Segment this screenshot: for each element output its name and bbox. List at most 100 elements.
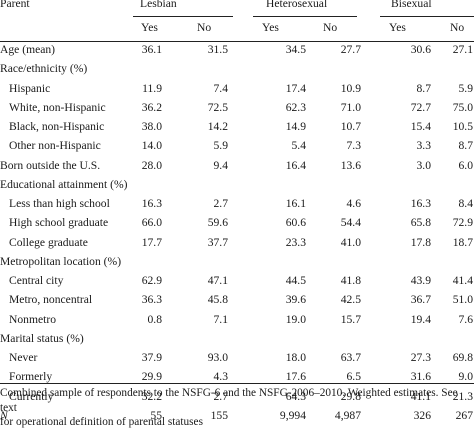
table-row: N 55 155 9,994 4,987 326 267 <box>0 409 474 428</box>
cell-bisexual-no: 27.1 <box>452 43 473 56</box>
cell-lesbian-yes: 32.2 <box>141 389 162 403</box>
table-row: Less than high school 16.3 2.7 16.1 4.6 16.3 8… <box>0 197 474 216</box>
table-row: Other non-Hispanic 14.0 5.9 5.4 7.3 3.3 8.7 <box>0 139 474 158</box>
cell-lesbian-yes: 14.0 <box>141 139 162 153</box>
header-rule <box>0 41 474 42</box>
table-row: Formerly 29.9 4.3 17.6 6.5 31.6 9.0 <box>0 370 474 389</box>
cell-heterosexual-yes: 44.5 <box>285 274 306 287</box>
cell-lesbian-yes: 37.9 <box>141 351 162 364</box>
cell-lesbian-yes: 0.8 <box>147 312 163 326</box>
cell-bisexual-no: 10.5 <box>452 120 473 133</box>
table-row: Nonmetro 0.8 7.1 19.0 15.7 19.4 7.6 <box>0 313 474 332</box>
cell-lesbian-no: 14.2 <box>207 120 228 133</box>
row-label: Less than high school <box>9 197 110 210</box>
cell-heterosexual-no: 10.9 <box>340 81 361 95</box>
cell-heterosexual-no: 63.7 <box>340 351 361 364</box>
group-header-heterosexual: Heterosexual <box>266 0 328 10</box>
cell-bisexual-yes: 27.3 <box>410 351 431 364</box>
cell-bisexual-yes: 19.4 <box>410 312 431 326</box>
row-label: College graduate <box>9 235 88 249</box>
cell-heterosexual-yes: 17.4 <box>285 81 306 95</box>
cell-lesbian-no: 31.5 <box>207 43 228 56</box>
cell-heterosexual-yes: 60.6 <box>285 216 306 230</box>
row-label: High school graduate <box>9 216 109 230</box>
cell-lesbian-yes: 36.3 <box>141 293 162 307</box>
table-row: Currently 32.2 2.7 64.3 29.8 41.1 21.3 <box>0 390 474 409</box>
table-row: Metro, noncentral 36.3 45.8 39.6 42.5 36.7 51.… <box>0 293 474 312</box>
cell-heterosexual-yes: 9,994 <box>279 408 306 422</box>
row-label: Metro, noncentral <box>9 293 93 307</box>
cell-bisexual-yes: 17.8 <box>410 235 431 249</box>
cell-heterosexual-no: 27.7 <box>340 43 361 56</box>
cell-heterosexual-no: 10.7 <box>340 120 361 133</box>
cell-lesbian-no: 2.7 <box>213 389 229 403</box>
cell-lesbian-yes: 66.0 <box>141 216 162 230</box>
cell-bisexual-no: 9.0 <box>458 370 474 384</box>
cell-heterosexual-yes: 16.1 <box>285 197 306 210</box>
cell-heterosexual-no: 41.0 <box>340 235 361 249</box>
subheader-bisexual-yes: Yes <box>389 21 406 34</box>
row-label: Race/ethnicity (%) <box>0 62 88 76</box>
cell-heterosexual-no: 4.6 <box>346 197 362 210</box>
cell-bisexual-yes: 3.0 <box>416 158 432 172</box>
cell-lesbian-yes: 36.2 <box>141 100 162 114</box>
cell-lesbian-no: 45.8 <box>207 293 228 307</box>
cell-bisexual-no: 69.8 <box>452 351 473 364</box>
row-label: White, non-Hispanic <box>9 100 106 114</box>
cell-heterosexual-yes: 34.5 <box>285 43 306 56</box>
cell-lesbian-no: 7.4 <box>213 81 229 95</box>
cell-bisexual-no: 8.4 <box>458 197 474 210</box>
cell-lesbian-yes: 62.9 <box>141 274 162 287</box>
row-label: Currently <box>9 389 54 403</box>
cell-bisexual-yes: 31.6 <box>410 370 431 384</box>
group-header-label: Parent <box>0 0 30 10</box>
cell-lesbian-yes: 16.3 <box>141 197 162 210</box>
cell-lesbian-yes: 38.0 <box>141 120 162 133</box>
cell-lesbian-no: 59.6 <box>207 216 228 230</box>
cell-bisexual-yes: 3.3 <box>416 139 432 153</box>
footnote-line-2: for operational definition of parental s… <box>0 416 203 428</box>
row-label: Black, non-Hispanic <box>9 120 105 133</box>
cell-bisexual-yes: 326 <box>413 408 431 422</box>
subheader-heterosexual-yes: Yes <box>262 21 279 34</box>
table-row: Central city 62.9 47.1 44.5 41.8 43.9 41.4 <box>0 274 474 293</box>
cell-heterosexual-no: 6.5 <box>346 370 362 384</box>
cell-bisexual-yes: 15.4 <box>410 120 431 133</box>
cell-lesbian-no: 37.7 <box>207 235 228 249</box>
group-header-bisexual: Bisexual <box>391 0 432 10</box>
cell-bisexual-yes: 30.6 <box>410 43 431 56</box>
row-label: Hispanic <box>9 81 51 95</box>
table-row: Race/ethnicity (%) <box>0 62 474 81</box>
cell-bisexual-no: 41.4 <box>452 274 473 287</box>
row-label: Educational attainment (%) <box>0 177 128 191</box>
cell-bisexual-yes: 8.7 <box>416 81 432 95</box>
table-row: Age (mean) 36.1 31.5 34.5 27.7 30.6 27.1 <box>0 43 474 62</box>
cell-bisexual-no: 18.7 <box>452 235 473 249</box>
subheader-lesbian-yes: Yes <box>141 21 158 34</box>
row-label: Marital status (%) <box>0 331 84 345</box>
cell-lesbian-no: 155 <box>210 408 228 422</box>
row-label: Age (mean) <box>0 43 56 56</box>
cell-bisexual-no: 72.9 <box>452 216 473 230</box>
subheader-heterosexual-no: No <box>323 21 338 34</box>
cell-bisexual-no: 267 <box>455 408 473 422</box>
table-row: Black, non-Hispanic 38.0 14.2 14.9 10.7 15.4 1… <box>0 120 474 139</box>
cell-lesbian-yes: 17.7 <box>141 235 162 249</box>
cell-lesbian-no: 2.7 <box>213 197 229 210</box>
row-label: Metropolitan location (%) <box>0 254 122 268</box>
cell-bisexual-no: 6.0 <box>458 158 474 172</box>
cell-heterosexual-no: 15.7 <box>340 312 361 326</box>
cell-heterosexual-no: 29.8 <box>340 389 361 403</box>
row-label: N <box>0 408 8 422</box>
group-rule-bisexual <box>380 16 474 17</box>
row-label: Other non-Hispanic <box>9 139 101 153</box>
cell-heterosexual-yes: 62.3 <box>285 100 306 114</box>
row-label: Born outside the U.S. <box>0 158 101 172</box>
cell-lesbian-no: 7.1 <box>213 312 229 326</box>
cell-bisexual-no: 5.9 <box>458 81 474 95</box>
table-row: Born outside the U.S. 28.0 9.4 16.4 13.6 3.0 6… <box>0 159 474 178</box>
cell-heterosexual-no: 41.8 <box>340 274 361 287</box>
cell-lesbian-yes: 28.0 <box>141 158 162 172</box>
table-row: College graduate 17.7 37.7 23.3 41.0 17.8 18.7 <box>0 236 474 255</box>
